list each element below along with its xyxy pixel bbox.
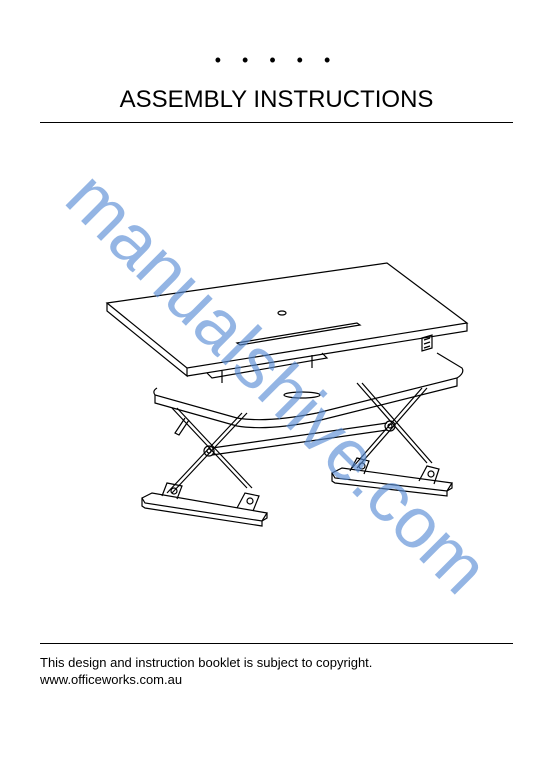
desk-diagram [67,223,487,543]
copyright-text: This design and instruction booklet is s… [40,654,513,672]
page-container: • • • • • ASSEMBLY INSTRUCTIONS manualsh… [0,0,553,765]
footer-section: This design and instruction booklet is s… [40,643,513,687]
diagram-area [40,143,513,623]
header-dots: • • • • • [40,50,513,71]
website-url: www.officeworks.com.au [40,672,513,687]
title-underline [40,122,513,123]
page-title: ASSEMBLY INSTRUCTIONS [40,86,513,122]
